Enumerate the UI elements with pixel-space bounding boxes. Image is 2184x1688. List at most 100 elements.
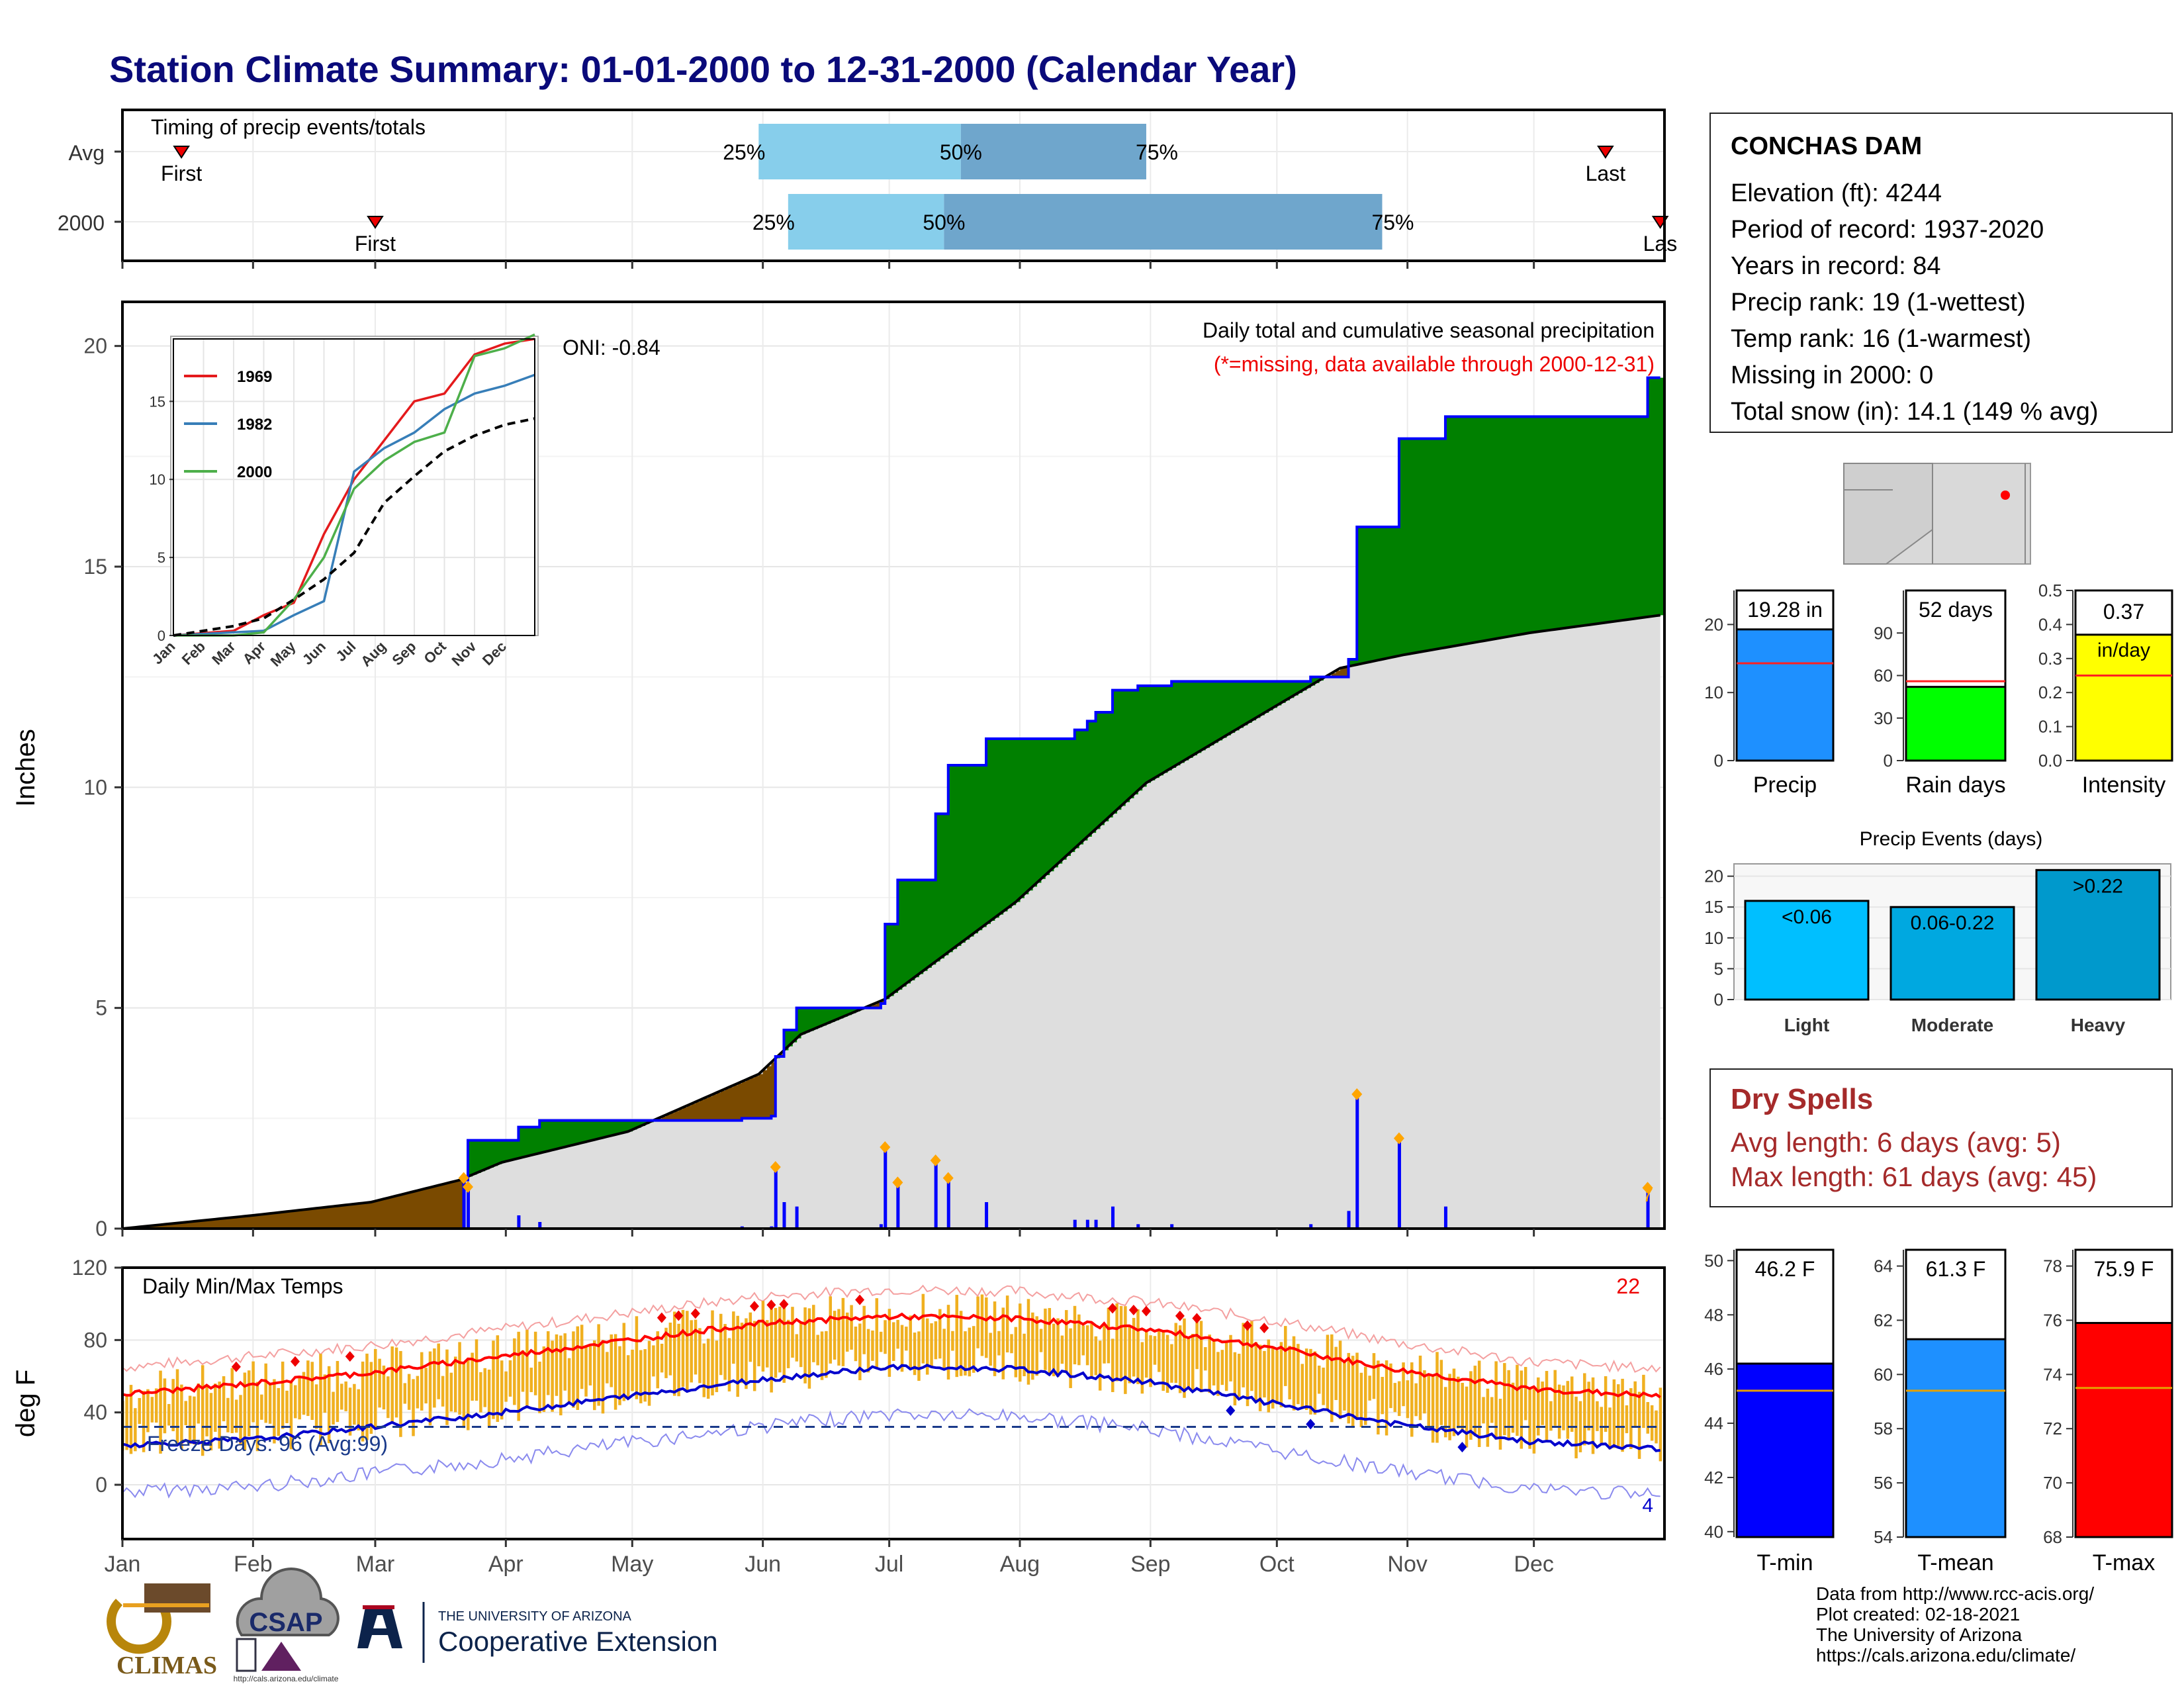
daily-temp-bar (1056, 1318, 1060, 1378)
daily-temp-bar (496, 1335, 500, 1422)
summary-ytick-label: 58 (1874, 1419, 1893, 1438)
daily-temp-bar (125, 1395, 128, 1450)
month-label: Dec (1514, 1552, 1553, 1577)
inset-legend-label: 1969 (237, 368, 272, 386)
daily-temp-bar (1304, 1348, 1308, 1410)
daily-temp-bar (656, 1331, 659, 1389)
station-line: Period of record: 1937-2020 (1731, 216, 2044, 244)
summary-value-label: 46.2 F (1755, 1257, 1815, 1281)
daily-temp-bar (416, 1376, 420, 1409)
daily-temp-bar (905, 1327, 908, 1351)
daily-temp-bar (314, 1384, 318, 1429)
daily-temp-bar (1473, 1366, 1477, 1436)
daily-temp-bar (517, 1331, 520, 1421)
daily-temp-bar (412, 1379, 415, 1436)
daily-temp-bar (1288, 1346, 1291, 1399)
record-high-marker (1242, 1320, 1252, 1331)
daily-temp-bar (968, 1327, 972, 1377)
precip-ytick-label: 10 (83, 775, 107, 799)
events-title: Precip Events (days) (1860, 828, 2043, 850)
daily-precip-bar (1085, 1219, 1089, 1229)
summary-ytick-label: 76 (2043, 1310, 2062, 1330)
daily-temp-bar (1439, 1360, 1443, 1425)
daily-precip-bar (774, 1169, 778, 1229)
station-line: Elevation (ft): 4244 (1731, 179, 1942, 207)
daily-temp-bar (791, 1307, 794, 1358)
temp-ytick-label: 0 (95, 1473, 107, 1497)
daily-temp-bar (492, 1340, 495, 1419)
daily-temp-bar (1343, 1361, 1346, 1411)
daily-temp-bar (1431, 1375, 1435, 1443)
daily-temp-bar (820, 1331, 824, 1380)
daily-precip-bar (1136, 1224, 1140, 1229)
daily-temp-bar (1119, 1305, 1123, 1380)
daily-temp-bar (1507, 1370, 1510, 1440)
daily-temp-bar (871, 1330, 874, 1361)
summary-ytick-label: 0.0 (2038, 751, 2062, 771)
daily-temp-bar (1364, 1366, 1367, 1425)
precip-events-chart: Precip Events (days) 0 5 10 15 20 <0.06 Light 0… (1704, 828, 2171, 1035)
daily-precip-bar (1355, 1096, 1359, 1229)
daily-temp-bar (403, 1383, 407, 1404)
daily-temp-bar (816, 1335, 819, 1366)
daily-temp-bar (243, 1372, 247, 1450)
daily-temp-bar (247, 1370, 251, 1436)
daily-temp-bar (1435, 1352, 1439, 1443)
daily-temp-bar (925, 1318, 929, 1375)
daily-temp-bar (319, 1354, 322, 1446)
credit-line: The University of Arizona (1816, 1624, 2023, 1645)
summary-ytick-label: 40 (1704, 1522, 1723, 1542)
daily-temp-bar (719, 1313, 723, 1376)
daily-temp-bar (1258, 1344, 1262, 1411)
daily-temp-bar (340, 1383, 343, 1410)
daily-temp-bar (1023, 1333, 1026, 1376)
daily-temp-bar (1334, 1346, 1338, 1400)
daily-temp-bar (917, 1331, 921, 1381)
summary-ytick-label: 0.3 (2038, 649, 2062, 669)
month-label: Sep (1130, 1552, 1171, 1577)
daily-temp-bar (715, 1340, 719, 1393)
daily-temp-bar (892, 1322, 895, 1361)
summary-ytick-label: 54 (1874, 1527, 1893, 1547)
daily-temp-bar (357, 1389, 361, 1430)
daily-temp-bar (369, 1362, 373, 1434)
daily-temp-bar (1199, 1321, 1203, 1393)
daily-temp-bar (980, 1294, 984, 1356)
record-precip-marker (880, 1141, 891, 1153)
daily-temp-bar (989, 1333, 992, 1366)
precip-frame (121, 301, 1666, 1230)
daily-temp-bar (197, 1383, 201, 1424)
daily-temp-bar (1330, 1334, 1334, 1423)
summary-ytick-label: 74 (2043, 1364, 2062, 1384)
daily-temp-bar (766, 1320, 769, 1368)
daily-temp-bar (1250, 1321, 1253, 1391)
record-precip-marker (930, 1154, 941, 1166)
summary-value-label: 75.9 F (2094, 1257, 2154, 1281)
daily-temp-bar (1103, 1324, 1106, 1364)
daily-temp-bar (1410, 1362, 1414, 1437)
daily-temp-bar (1284, 1326, 1287, 1386)
daily-temp-bar (1014, 1327, 1018, 1378)
daily-temp-bar (622, 1323, 626, 1401)
daily-temp-bar (745, 1318, 748, 1389)
daily-temp-bar (1469, 1371, 1473, 1440)
daily-precip-bar (1170, 1224, 1174, 1229)
daily-temp-bar (938, 1309, 942, 1359)
temp-label: Daily Min/Max Temps (142, 1274, 343, 1298)
events-ytick-label: 15 (1704, 897, 1723, 917)
daily-temp-bar (1587, 1382, 1590, 1430)
record-high-marker (1108, 1303, 1118, 1314)
daily-temp-bar (752, 1321, 756, 1391)
record-high-marker (1259, 1323, 1269, 1334)
month-label: Oct (1259, 1552, 1295, 1577)
daily-temp-bar (955, 1295, 958, 1378)
daily-temp-bar (277, 1387, 281, 1436)
daily-temp-bar (1081, 1325, 1085, 1356)
daily-precip-bar (782, 1202, 786, 1229)
summary-ytick-label: 0 (1714, 751, 1723, 771)
daily-temp-bar (542, 1346, 546, 1412)
summary-name: T-mean (1917, 1550, 1993, 1575)
timing-panel: 25% 50% 75% First Last 25% 50% 75% First Las Timi… (58, 109, 1677, 269)
summary-value-label: 61.3 F (1926, 1257, 1986, 1281)
daily-temp-bar (513, 1338, 516, 1405)
